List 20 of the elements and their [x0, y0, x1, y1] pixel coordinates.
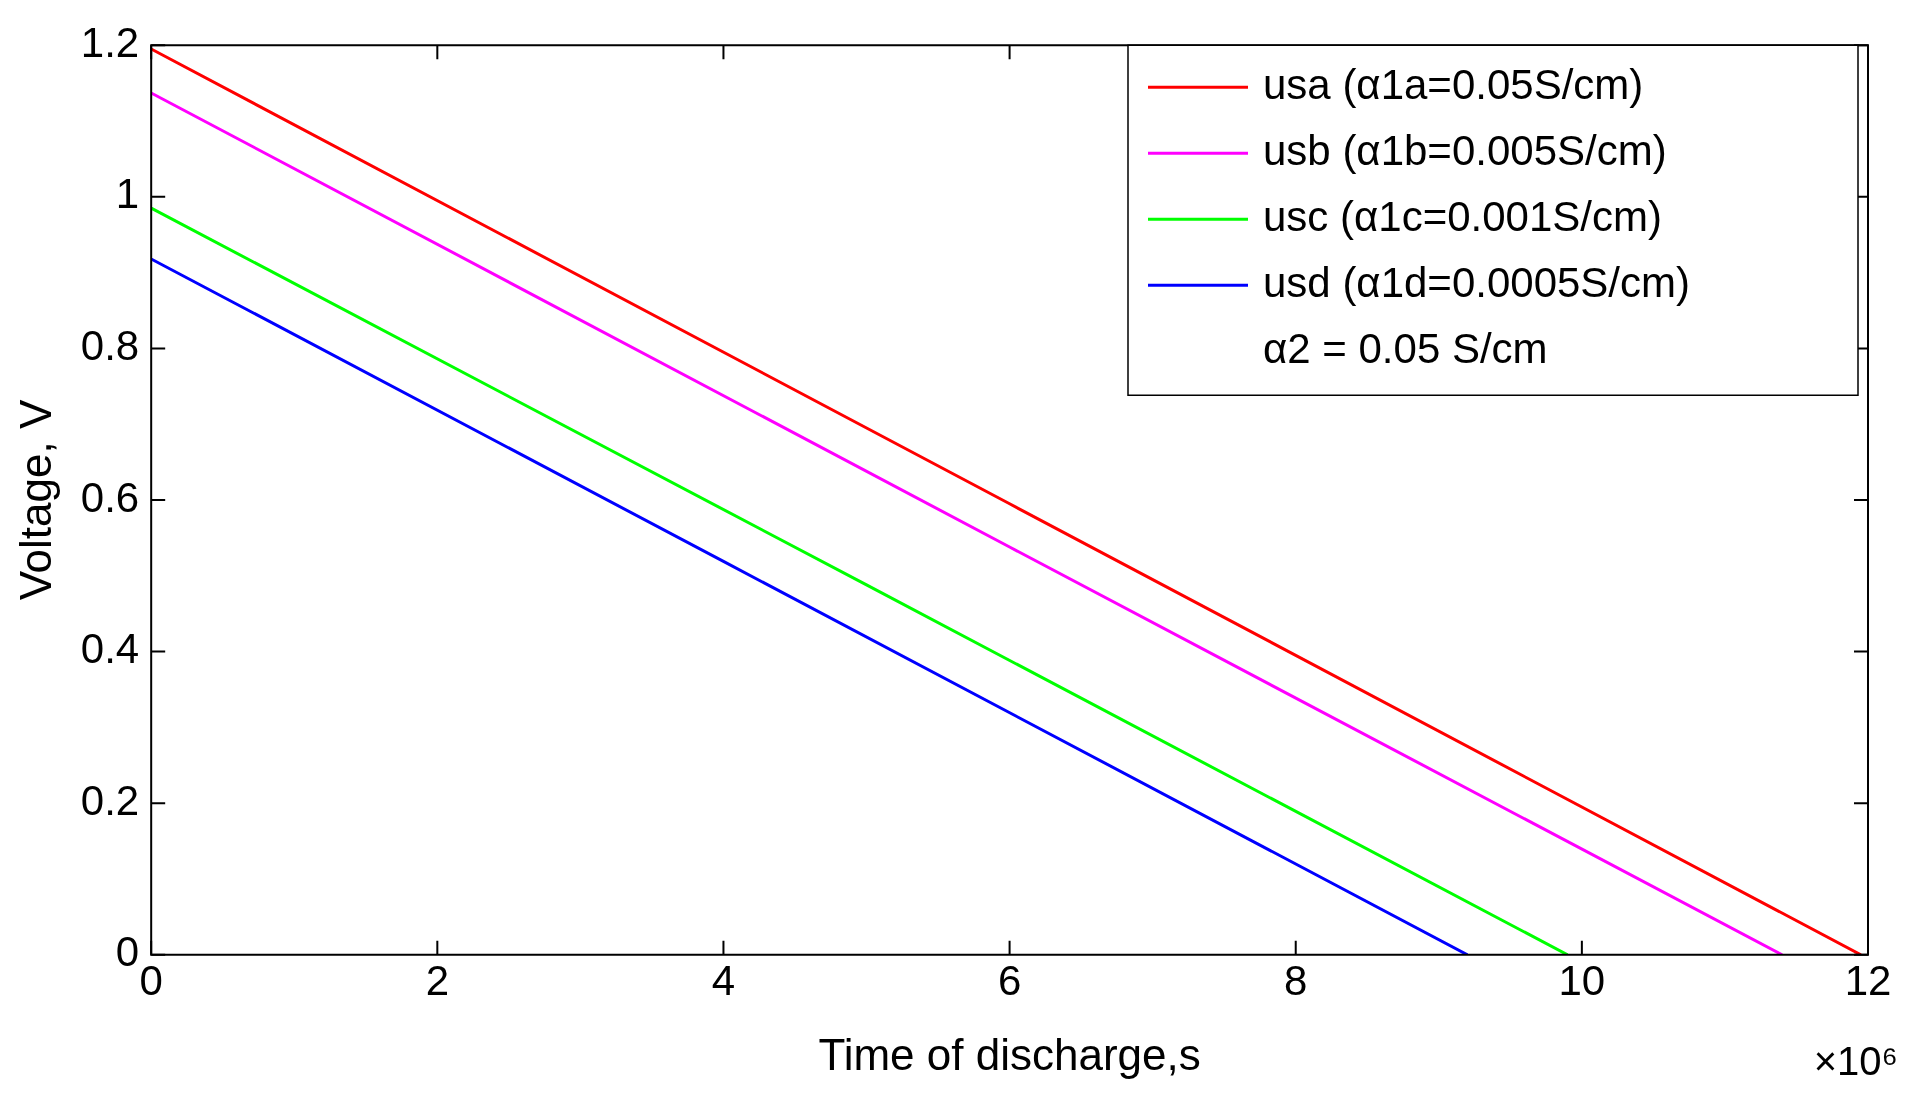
legend-label: usb (α1b=0.005S/cm)	[1263, 126, 1667, 174]
x-tick-label: 12	[1844, 956, 1892, 1004]
y-tick-label: 0.6	[80, 473, 140, 521]
legend-label: usa (α1a=0.05S/cm)	[1263, 60, 1644, 108]
y-tick-label: 1	[115, 170, 140, 218]
y-tick-label: 0.8	[80, 321, 140, 369]
x-tick-label: 4	[711, 956, 736, 1004]
legend-label: usd (α1d=0.0005S/cm)	[1263, 258, 1691, 306]
x-tick-label: 2	[425, 956, 449, 1004]
y-tick-label: 0.2	[80, 776, 140, 824]
x-tick-label: 6	[997, 956, 1022, 1004]
legend-label: usc (α1c=0.001S/cm)	[1263, 192, 1662, 240]
text: ×10⁶	[1813, 1038, 1898, 1083]
x-axis-title: Time of discharge,s	[818, 1029, 1201, 1079]
x-tick-label: 8	[1284, 956, 1308, 1004]
y-axis-title: Voltage, V	[10, 399, 60, 601]
y-tick-label: 0.4	[80, 625, 140, 673]
y-tick-label: 1.2	[80, 18, 140, 66]
annotation: α2 = 0.05 S/cm	[1263, 324, 1548, 372]
x-tick-label: 10	[1558, 956, 1606, 1004]
